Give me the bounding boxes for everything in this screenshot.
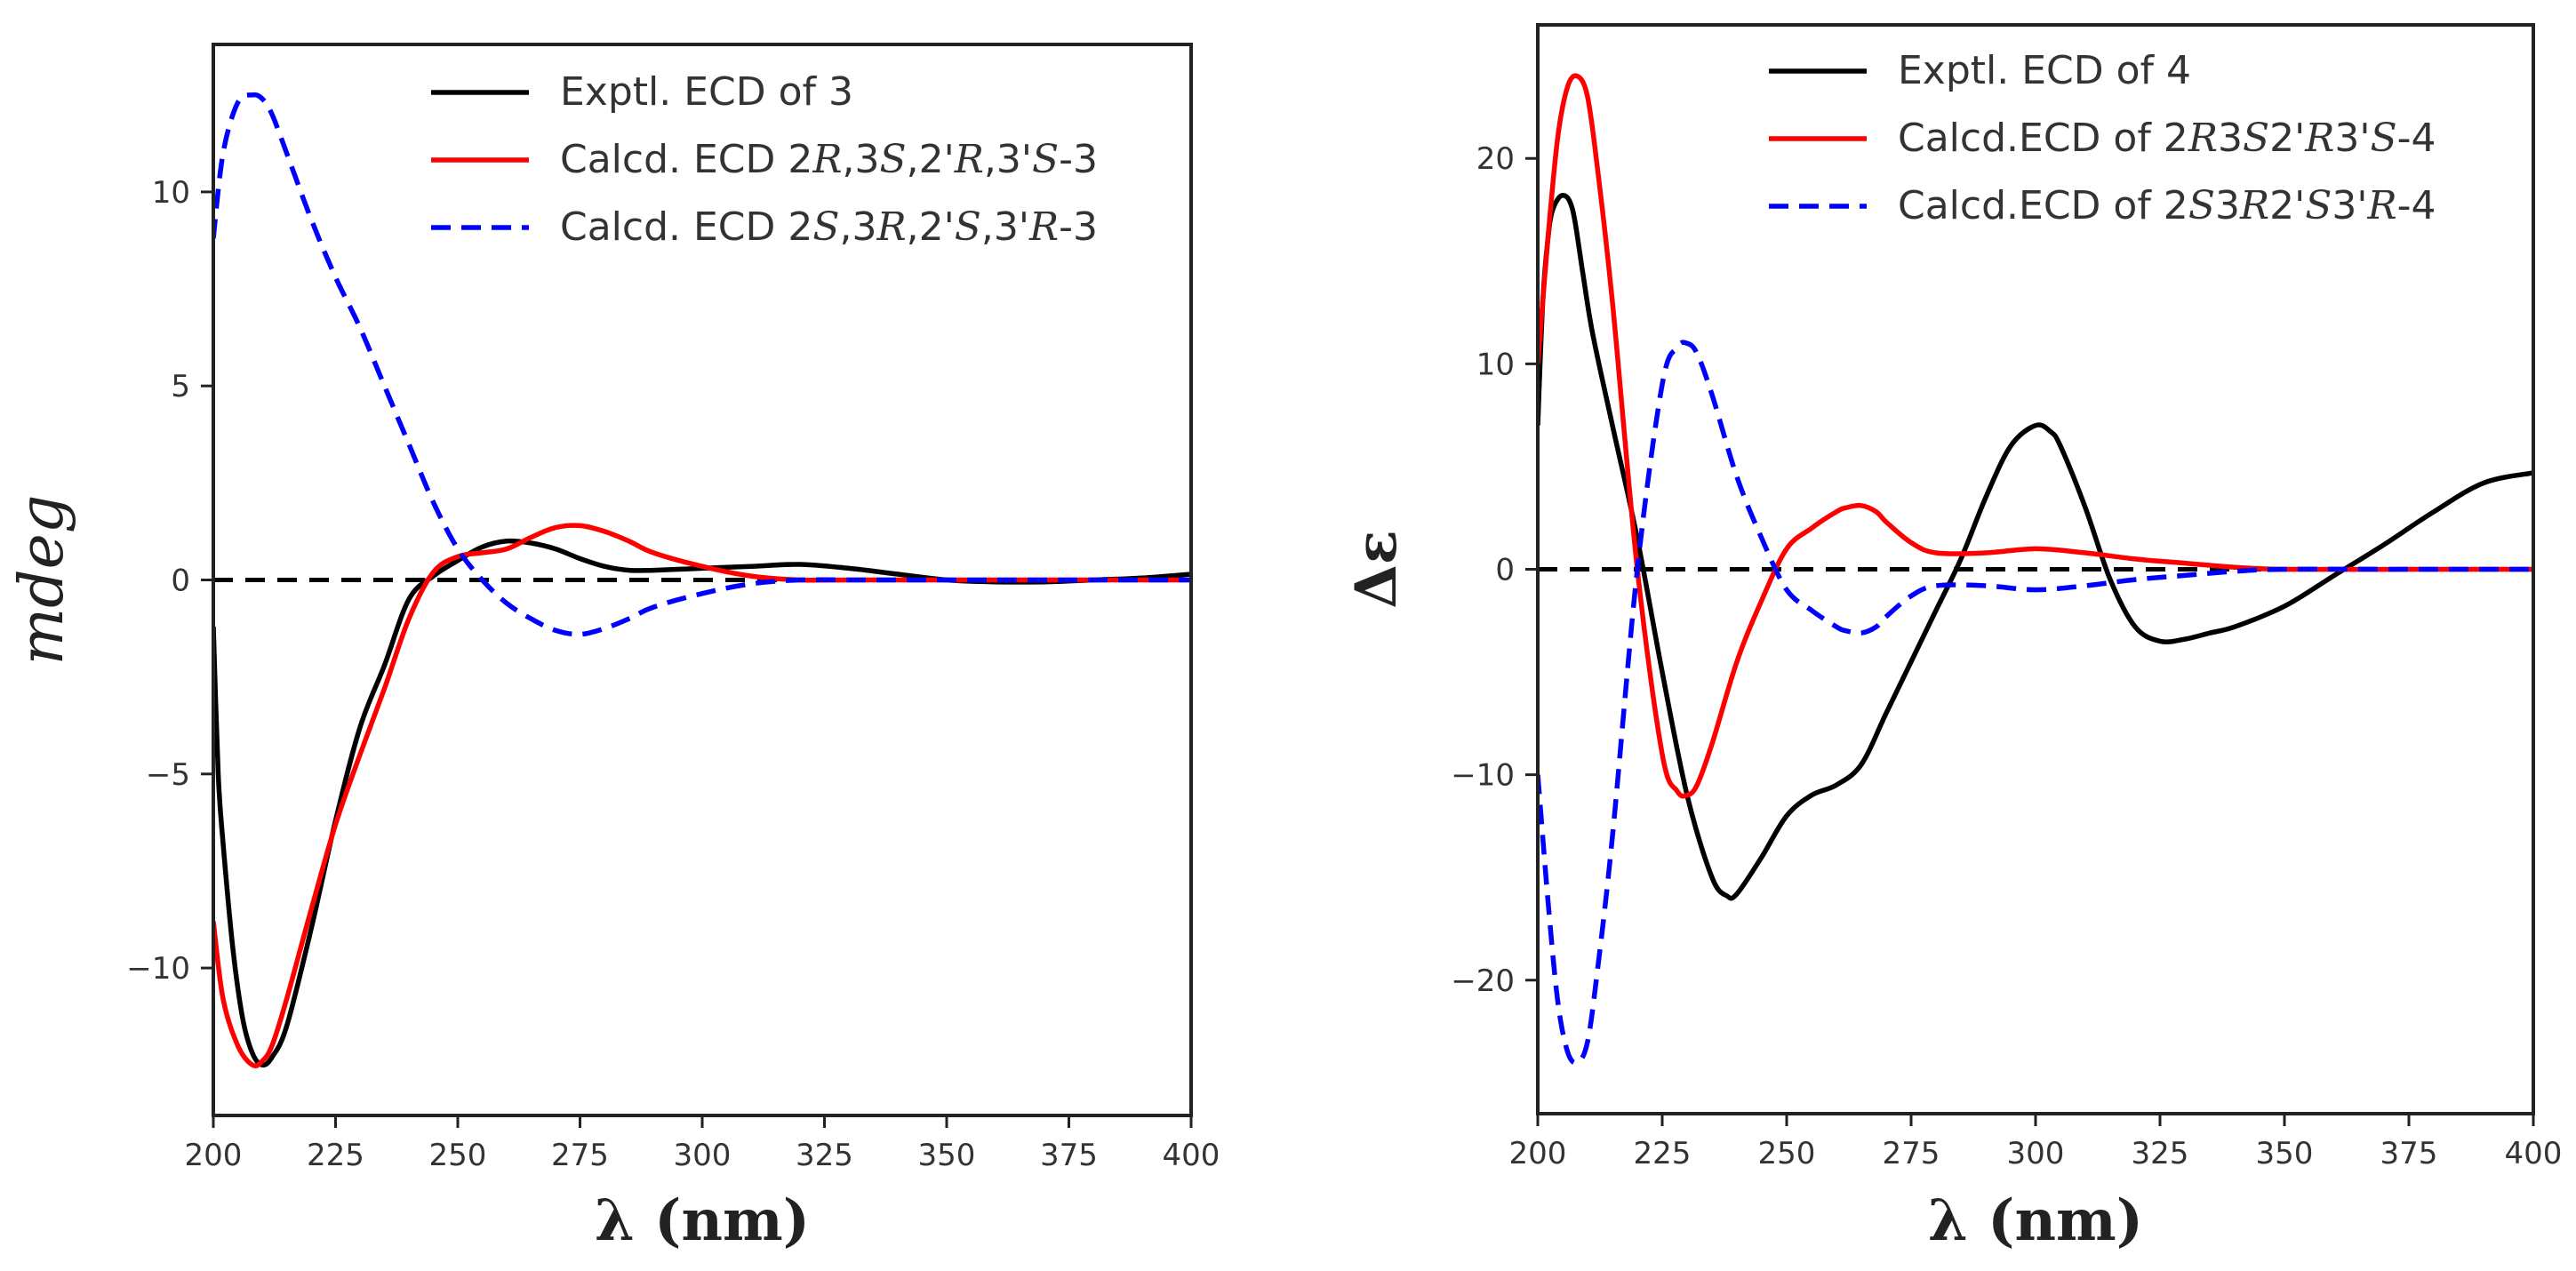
- y-tick-label: 20: [1476, 141, 1515, 177]
- chart-panel-1: 200 225 250 275 300 325 350 375 400 −10 −5 0 5 10 λ (n…: [7, 43, 1220, 1254]
- x-tick-label: 325: [2132, 1136, 2189, 1171]
- series-line-2: [1538, 73, 2533, 799]
- x-tick-label: 375: [1040, 1138, 1098, 1173]
- y-tick-label: 5: [171, 369, 190, 404]
- y-tick-label: −10: [126, 951, 190, 987]
- series-line-1: [1538, 193, 2533, 901]
- legend-label-3: Calcd.ECD of 2S3R2'S3'R-4: [1898, 183, 2436, 228]
- x-tick-label: 350: [2256, 1136, 2314, 1171]
- legend-label-1: Exptl. ECD of 3: [560, 69, 853, 115]
- x-tick-label: 275: [551, 1138, 609, 1173]
- legend: Exptl. ECD of 4 Calcd.ECD of 2R3S2'R3'S-4…: [1769, 48, 2436, 228]
- y-tick-label: 10: [152, 175, 190, 211]
- x-tick-label: 200: [185, 1138, 243, 1173]
- series-line-2: [213, 523, 1191, 1069]
- y-tick-label: −10: [1451, 758, 1515, 794]
- y-tick-label: 10: [1476, 347, 1515, 382]
- series-line-3: [213, 92, 1191, 637]
- x-tick-label: 375: [2380, 1136, 2438, 1171]
- y-axis-title: Δε: [1343, 530, 1410, 609]
- legend-label-1: Exptl. ECD of 4: [1898, 48, 2191, 93]
- series-group: [1538, 73, 2533, 1066]
- x-tick-label: 275: [1883, 1136, 1940, 1171]
- x-tick-label: 225: [307, 1138, 364, 1173]
- x-tick-label: 400: [1163, 1138, 1220, 1173]
- y-tick-label: 0: [1495, 553, 1515, 588]
- series-line-1: [213, 538, 1191, 1068]
- x-axis-title: λ (nm): [595, 1187, 810, 1254]
- legend-label-2: Calcd. ECD 2R,3S,2'R,3'S-3: [560, 137, 1098, 182]
- x-axis-title: λ (nm): [1928, 1187, 2143, 1254]
- series-line-3: [1538, 340, 2533, 1066]
- x-tick-label: 250: [1758, 1136, 1816, 1171]
- y-tick-label: −5: [146, 757, 190, 793]
- chart-panel-2: 200 225 250 275 300 325 350 375 400 −20 −10 0 10 20 λ …: [1343, 23, 2563, 1254]
- x-tick-label: 300: [674, 1138, 732, 1173]
- y-tick-label: 0: [171, 564, 190, 599]
- x-tick-label: 350: [918, 1138, 976, 1173]
- x-tick-label: 250: [429, 1138, 487, 1173]
- legend-label-2: Calcd.ECD of 2R3S2'R3'S-4: [1898, 116, 2436, 161]
- y-axis-title: mdeg: [7, 495, 77, 666]
- x-tick-label: 325: [796, 1138, 853, 1173]
- x-tick-label: 300: [2007, 1136, 2065, 1171]
- x-tick-label: 225: [1634, 1136, 1692, 1171]
- x-tick-label: 200: [1509, 1136, 1567, 1171]
- x-tick-label: 400: [2505, 1136, 2563, 1171]
- legend-label-3: Calcd. ECD 2S,3R,2'S,3'R-3: [560, 204, 1098, 250]
- y-tick-label: −20: [1451, 963, 1515, 999]
- series-group: [213, 92, 1191, 1069]
- legend: Exptl. ECD of 3 Calcd. ECD 2R,3S,2'R,3'S-…: [431, 69, 1098, 250]
